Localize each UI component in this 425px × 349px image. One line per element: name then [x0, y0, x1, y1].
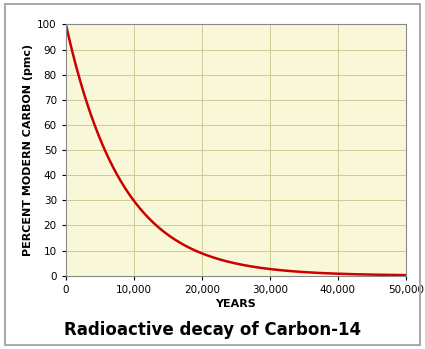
- Y-axis label: PERCENT MODERN CARBON (pmc): PERCENT MODERN CARBON (pmc): [23, 44, 33, 256]
- Text: Radioactive decay of Carbon-14: Radioactive decay of Carbon-14: [64, 321, 361, 339]
- X-axis label: YEARS: YEARS: [215, 299, 256, 309]
